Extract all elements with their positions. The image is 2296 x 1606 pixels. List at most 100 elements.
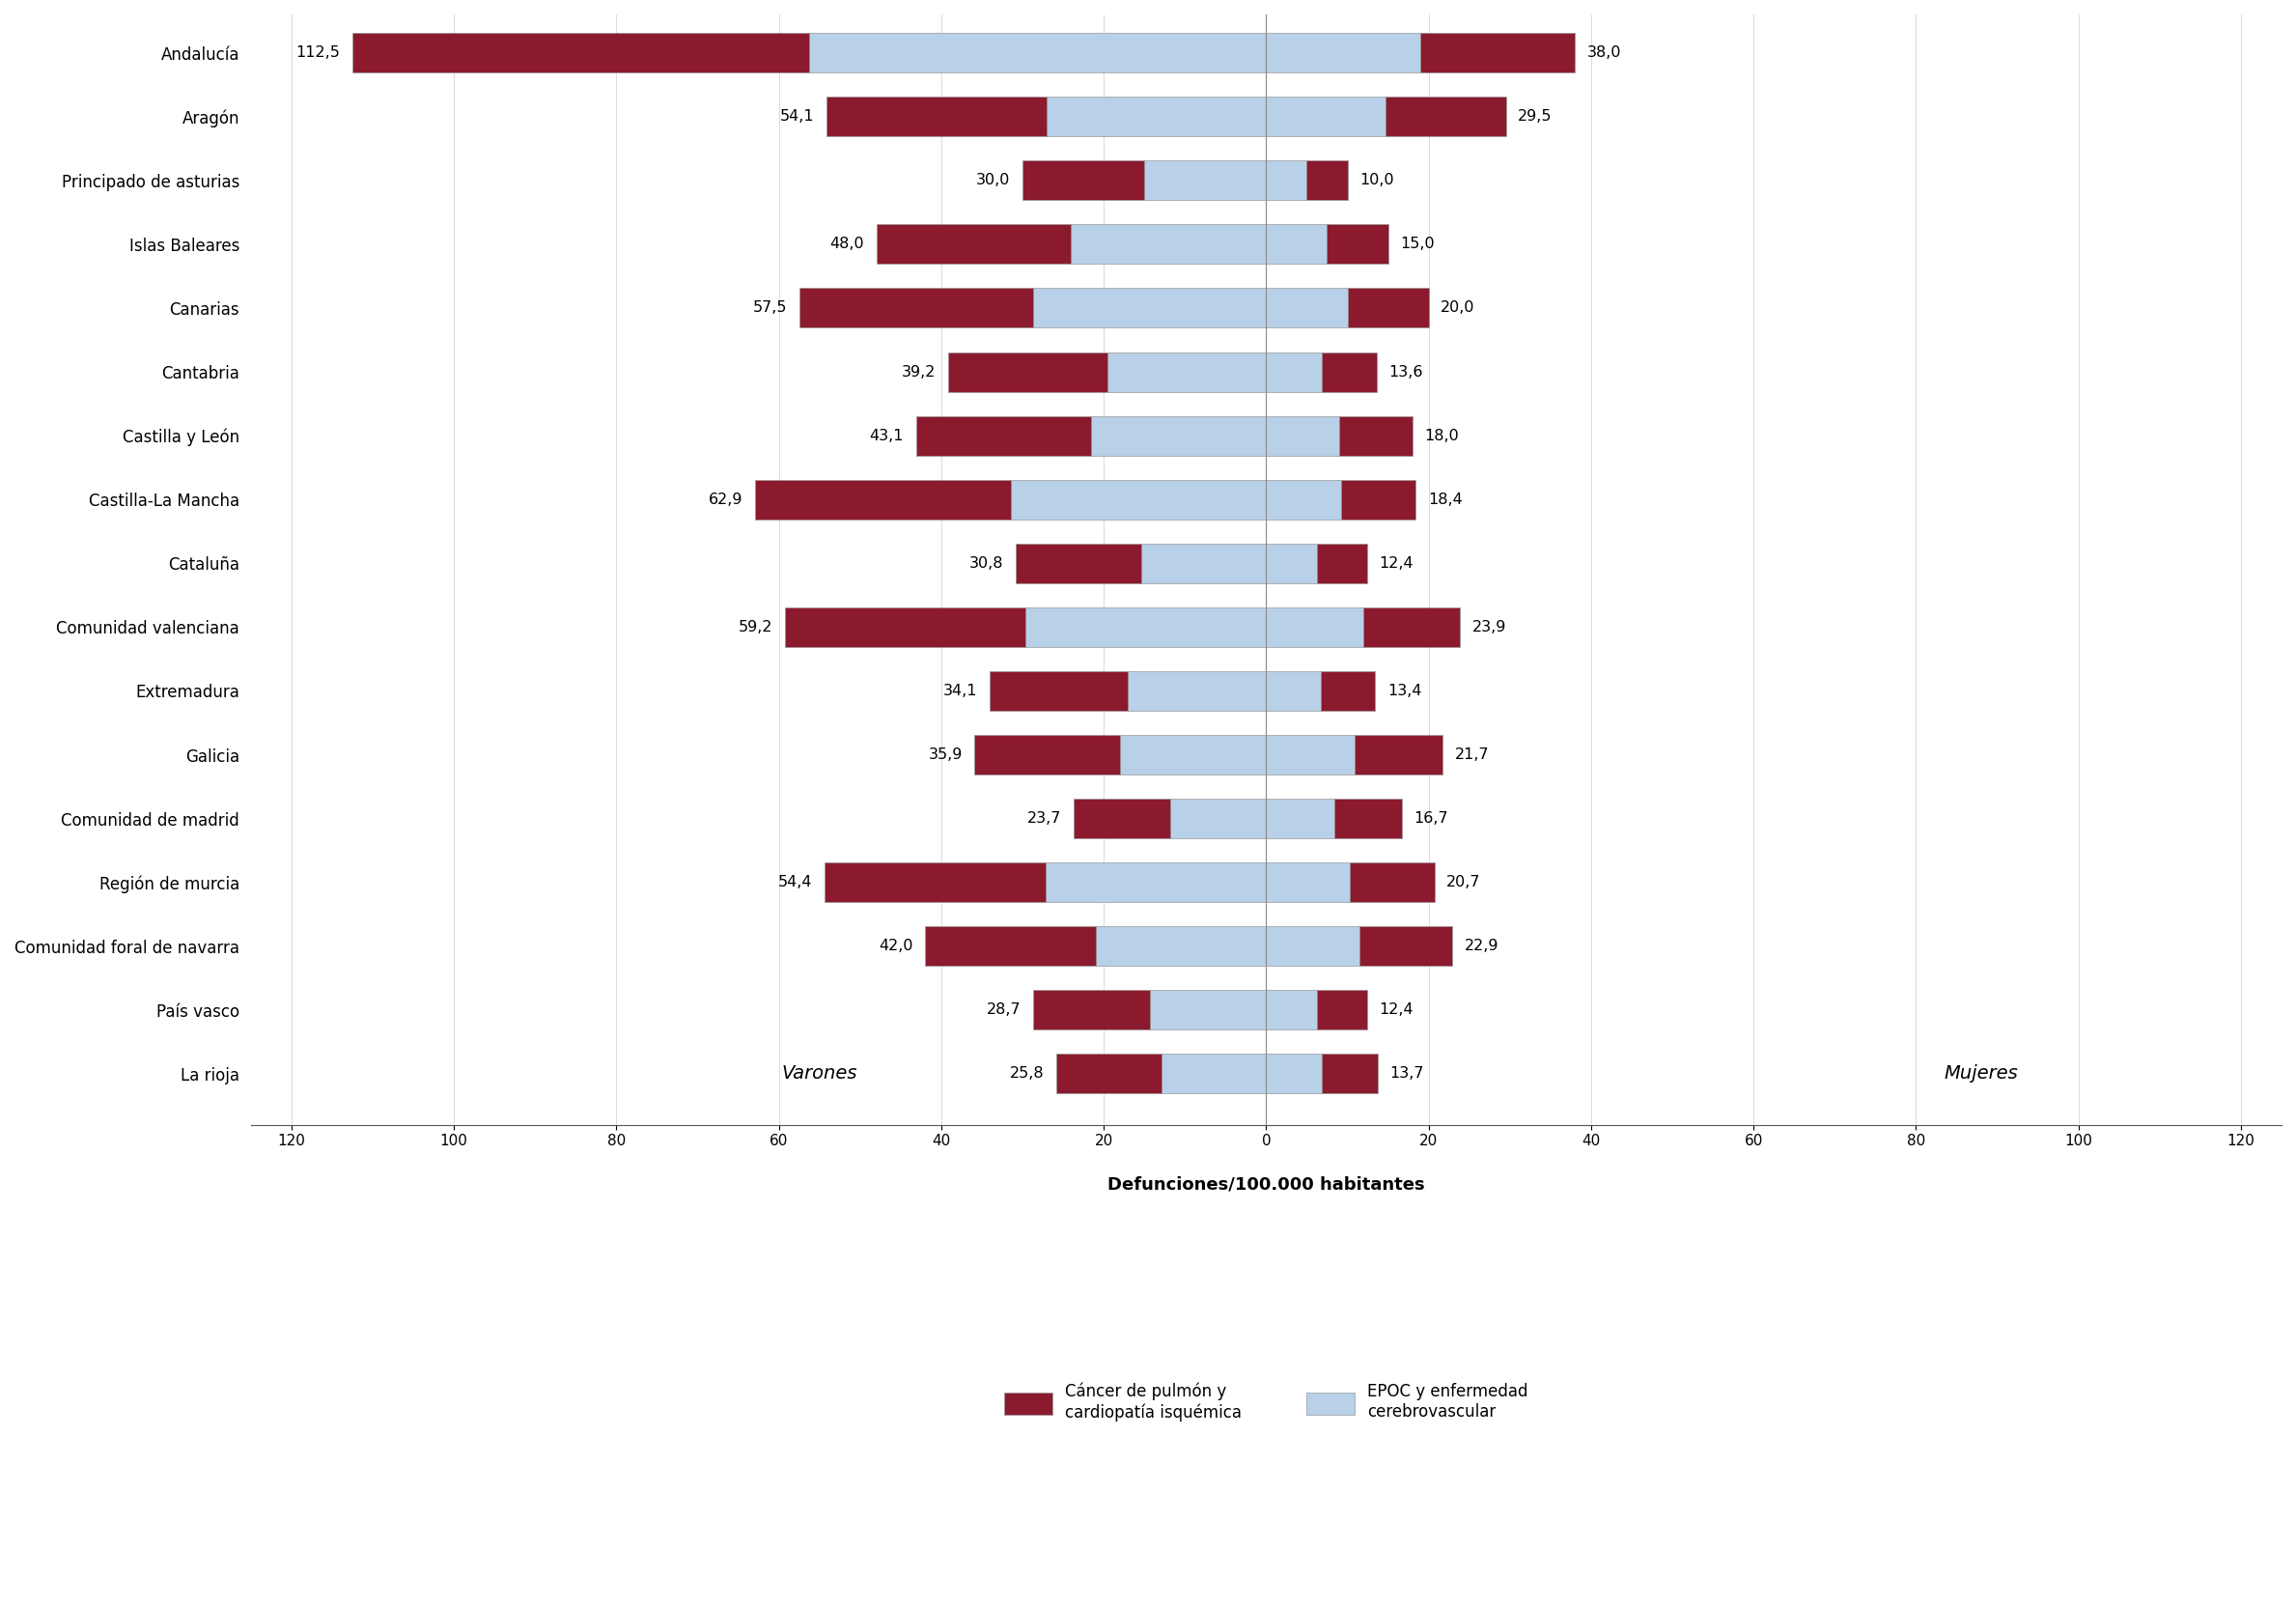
Bar: [799, 287, 1033, 328]
Bar: [1265, 862, 1350, 903]
Bar: [916, 416, 1091, 456]
Bar: [1095, 927, 1265, 965]
Bar: [1265, 991, 1316, 1029]
Bar: [1072, 225, 1265, 263]
Bar: [1265, 607, 1364, 647]
Text: 39,2: 39,2: [902, 365, 934, 379]
Bar: [1162, 1054, 1265, 1094]
Bar: [1322, 1054, 1378, 1094]
Bar: [1022, 161, 1143, 201]
Bar: [1143, 161, 1265, 201]
Text: 34,1: 34,1: [944, 684, 978, 699]
Bar: [1047, 96, 1265, 137]
Text: 30,8: 30,8: [969, 556, 1003, 570]
Bar: [824, 862, 1045, 903]
Bar: [351, 34, 808, 72]
Text: 18,4: 18,4: [1428, 491, 1463, 507]
Text: 57,5: 57,5: [753, 300, 788, 315]
Text: 29,5: 29,5: [1518, 109, 1552, 124]
Bar: [1265, 671, 1320, 711]
Bar: [1350, 862, 1435, 903]
Bar: [1327, 225, 1389, 263]
Bar: [1265, 1054, 1322, 1094]
Bar: [1150, 991, 1265, 1029]
Bar: [785, 607, 1026, 647]
Bar: [1091, 416, 1265, 456]
Bar: [1322, 352, 1378, 392]
Text: 30,0: 30,0: [976, 173, 1010, 188]
Bar: [1265, 225, 1327, 263]
X-axis label: Defunciones/100.000 habitantes: Defunciones/100.000 habitantes: [1107, 1176, 1426, 1193]
Text: 59,2: 59,2: [739, 620, 774, 634]
Text: 15,0: 15,0: [1401, 238, 1435, 252]
Text: 16,7: 16,7: [1414, 811, 1449, 825]
Bar: [1171, 798, 1265, 838]
Bar: [1075, 798, 1171, 838]
Bar: [1265, 352, 1322, 392]
Text: 38,0: 38,0: [1587, 45, 1621, 59]
Bar: [1265, 543, 1316, 583]
Bar: [1026, 607, 1265, 647]
Bar: [1033, 991, 1150, 1029]
Text: 35,9: 35,9: [928, 747, 962, 761]
Text: 25,8: 25,8: [1010, 1066, 1045, 1081]
Text: 62,9: 62,9: [709, 491, 744, 507]
Bar: [1320, 671, 1375, 711]
Bar: [1120, 736, 1265, 774]
Bar: [1010, 480, 1265, 519]
Bar: [1127, 671, 1265, 711]
Bar: [1045, 862, 1265, 903]
Text: 43,1: 43,1: [870, 429, 905, 443]
Bar: [1334, 798, 1403, 838]
Bar: [1364, 607, 1460, 647]
Bar: [1316, 991, 1366, 1029]
Bar: [1056, 1054, 1162, 1094]
Bar: [1341, 480, 1417, 519]
Bar: [827, 96, 1047, 137]
Bar: [1355, 736, 1442, 774]
Text: 48,0: 48,0: [829, 238, 863, 252]
Bar: [1141, 543, 1265, 583]
Legend: Cáncer de pulmón y
cardiopatía isquémica, EPOC y enfermedad
cerebrovascular: Cáncer de pulmón y cardiopatía isquémica…: [999, 1376, 1534, 1428]
Bar: [808, 34, 1265, 72]
Bar: [1265, 96, 1387, 137]
Text: 13,6: 13,6: [1389, 365, 1424, 379]
Text: 20,7: 20,7: [1446, 875, 1481, 890]
Text: 10,0: 10,0: [1359, 173, 1394, 188]
Bar: [1265, 161, 1306, 201]
Bar: [990, 671, 1127, 711]
Text: Mujeres: Mujeres: [1945, 1065, 2018, 1082]
Text: 13,7: 13,7: [1389, 1066, 1424, 1081]
Text: 21,7: 21,7: [1456, 747, 1490, 761]
Bar: [925, 927, 1095, 965]
Bar: [1306, 161, 1348, 201]
Text: 22,9: 22,9: [1465, 940, 1499, 954]
Bar: [1265, 287, 1348, 328]
Bar: [1265, 927, 1359, 965]
Bar: [948, 352, 1107, 392]
Bar: [877, 225, 1072, 263]
Text: 13,4: 13,4: [1387, 684, 1421, 699]
Text: Varones: Varones: [781, 1065, 856, 1082]
Bar: [1107, 352, 1265, 392]
Text: 42,0: 42,0: [879, 940, 914, 954]
Bar: [1265, 480, 1341, 519]
Bar: [1017, 543, 1141, 583]
Text: 28,7: 28,7: [987, 1002, 1022, 1017]
Bar: [1359, 927, 1451, 965]
Text: 54,4: 54,4: [778, 875, 813, 890]
Text: 12,4: 12,4: [1380, 556, 1414, 570]
Bar: [1265, 798, 1334, 838]
Bar: [1265, 416, 1339, 456]
Text: 54,1: 54,1: [781, 109, 815, 124]
Text: 18,0: 18,0: [1424, 429, 1458, 443]
Bar: [1316, 543, 1366, 583]
Text: 112,5: 112,5: [296, 45, 340, 59]
Text: 23,7: 23,7: [1026, 811, 1061, 825]
Bar: [1421, 34, 1575, 72]
Text: 20,0: 20,0: [1442, 300, 1474, 315]
Bar: [1265, 34, 1421, 72]
Text: 23,9: 23,9: [1472, 620, 1506, 634]
Bar: [1348, 287, 1428, 328]
Bar: [1265, 736, 1355, 774]
